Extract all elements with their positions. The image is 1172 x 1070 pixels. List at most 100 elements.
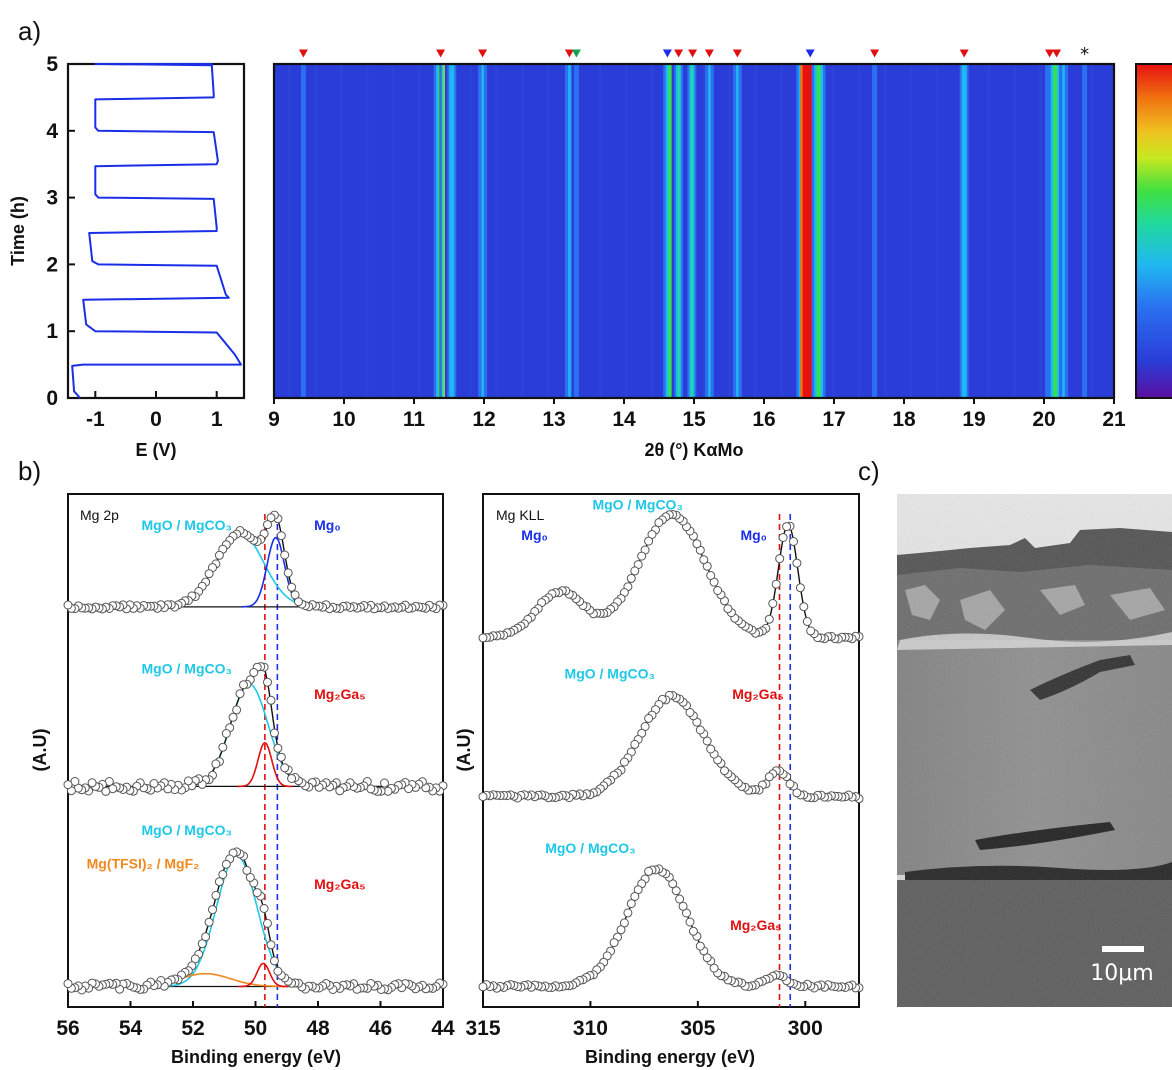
mgkll-xlabel: Binding energy (eV) (585, 1047, 755, 1067)
mg2p-data-point (211, 890, 221, 900)
mg2p-xtick-label: 46 (369, 1017, 392, 1040)
mgkll-data-point (782, 522, 792, 532)
heatmap-xtick-label: 10 (332, 408, 355, 431)
mg2p-data-point (197, 939, 207, 949)
heatmap-peak (1062, 64, 1065, 398)
mgkll-data-point (619, 757, 629, 767)
mgkll-inner-label: Mg KLL (496, 507, 544, 523)
mg2p-data-point (239, 680, 248, 690)
heatmap-peak-marker (674, 49, 684, 58)
mgkll-data-point (654, 518, 664, 528)
sem-scalebar-label: 10μm (1090, 961, 1153, 986)
heatmap-texture-line (1039, 64, 1043, 398)
heatmap-peak (450, 64, 453, 398)
mgkll-data-point (806, 626, 816, 636)
mgkll-data-point (644, 866, 654, 876)
mg2p-data-point (273, 743, 283, 753)
heatmap-texture-line (831, 64, 835, 398)
mgkll-data-point (802, 617, 812, 626)
mgkll-data-point (685, 708, 695, 717)
mg2p-data-point (218, 870, 228, 879)
mgkll-data-point (644, 536, 654, 546)
mgkll-data-point (764, 614, 774, 624)
mg2p-data-point (101, 786, 111, 796)
heatmap-peak (736, 64, 739, 398)
heatmap-xtick-label: 16 (752, 408, 775, 431)
heatmap-texture-line (883, 64, 887, 398)
heatmap-peak (575, 64, 578, 398)
heatmap-peak-marker (805, 49, 815, 58)
mg2p-data-point (273, 966, 283, 976)
xrd-heatmap: * 9 10 11 12 13 14 15 16 17 18 19 20 21 2θ (°) KαMo (268, 44, 1126, 460)
heatmap-peak-marker (688, 49, 698, 58)
mg2p-data-point (290, 590, 300, 600)
mg2p-component-peak (238, 962, 289, 988)
heatmap-xtick-label: 14 (612, 408, 636, 431)
xps-mg2p-plot: Mg 2p (A.U) Binding energy (eV) MgO / Mg… (30, 493, 455, 1067)
mg2p-ylabel: (A.U) (30, 729, 50, 772)
heatmap-xtick-label: 18 (892, 408, 916, 431)
mgkll-data-point (764, 772, 774, 782)
sem-image: 10μm (897, 494, 1172, 1007)
mg2p-data-point (249, 668, 259, 677)
mg2p-data-point (242, 865, 252, 875)
mg2p-data-point (63, 979, 73, 989)
heatmap-texture-line (987, 64, 991, 398)
sem-scalebar (1102, 946, 1144, 952)
mgkll-data-point (789, 537, 798, 546)
mg2p-inner-label: Mg 2p (80, 507, 119, 523)
mg2p-data-point (214, 877, 224, 887)
mg2p-data-point (235, 689, 245, 699)
heatmap-xtick-label: 21 (1102, 408, 1126, 431)
mg2p-data-point (335, 786, 345, 796)
echem-ylabel: Time (h) (8, 196, 28, 266)
mgkll-xtick-label: 310 (573, 1017, 608, 1040)
mg2p-data-point (228, 712, 238, 722)
echem-xtick-label: -1 (86, 408, 105, 431)
heatmap-texture-line (935, 64, 939, 398)
mgkll-peak-label: Mg₂Ga₅ (732, 686, 784, 702)
mgkll-data-point (626, 899, 636, 909)
echem-plot: Time (h) E (V) -1 0 1 0 1 2 3 4 5 (8, 53, 246, 460)
heatmap-texture-line (702, 64, 706, 398)
heatmap-texture-line (521, 64, 525, 398)
mg2p-data-point (276, 531, 286, 541)
heatmap-peak-marker (704, 49, 714, 58)
mg2p-data-point (245, 872, 255, 882)
panel-label-a: a) (18, 16, 41, 46)
mgkll-data-point (720, 766, 729, 776)
echem-ytick-label: 2 (46, 253, 58, 276)
mgkll-data-point (771, 579, 781, 589)
echem-ytick-label: 3 (46, 187, 58, 210)
mgkll-data-point (702, 736, 712, 746)
heatmap-texture-line (909, 64, 913, 398)
mgkll-data-point (709, 963, 719, 973)
mgkll-data-point (792, 558, 802, 568)
mg2p-xtick-label: 48 (306, 1017, 330, 1040)
mgkll-data-point (723, 604, 733, 614)
mg2p-data-point (276, 752, 286, 762)
heatmap-texture-line (288, 64, 291, 398)
heatmap-texture-line (624, 64, 628, 398)
heatmap-peak (568, 64, 571, 398)
mg2p-data-point (280, 550, 290, 560)
mgkll-peak-label: Mg₀ (521, 527, 548, 543)
mg2p-data-point (221, 729, 231, 738)
mgkll-data-point (688, 926, 698, 936)
echem-xlabel: E (V) (135, 440, 176, 460)
echem-xtick-label: 0 (150, 408, 162, 431)
mgkll-data-point (630, 566, 640, 576)
mg2p-data-point (63, 600, 73, 610)
mgkll-xtick-label: 305 (680, 1017, 715, 1040)
mg2p-component-peak (237, 741, 293, 788)
heatmap-peak-marker (298, 49, 308, 58)
heatmap-texture-line (650, 64, 654, 398)
mgkll-data-point (778, 533, 788, 542)
heatmap-peak (690, 64, 694, 398)
mg2p-data-point (266, 513, 276, 523)
heatmap-texture-line (417, 64, 421, 398)
heatmap-peak (1083, 64, 1086, 398)
heatmap-peak-marker (732, 49, 742, 58)
heatmap-peak (302, 64, 305, 398)
heatmap-xtick-label: 19 (962, 408, 985, 431)
